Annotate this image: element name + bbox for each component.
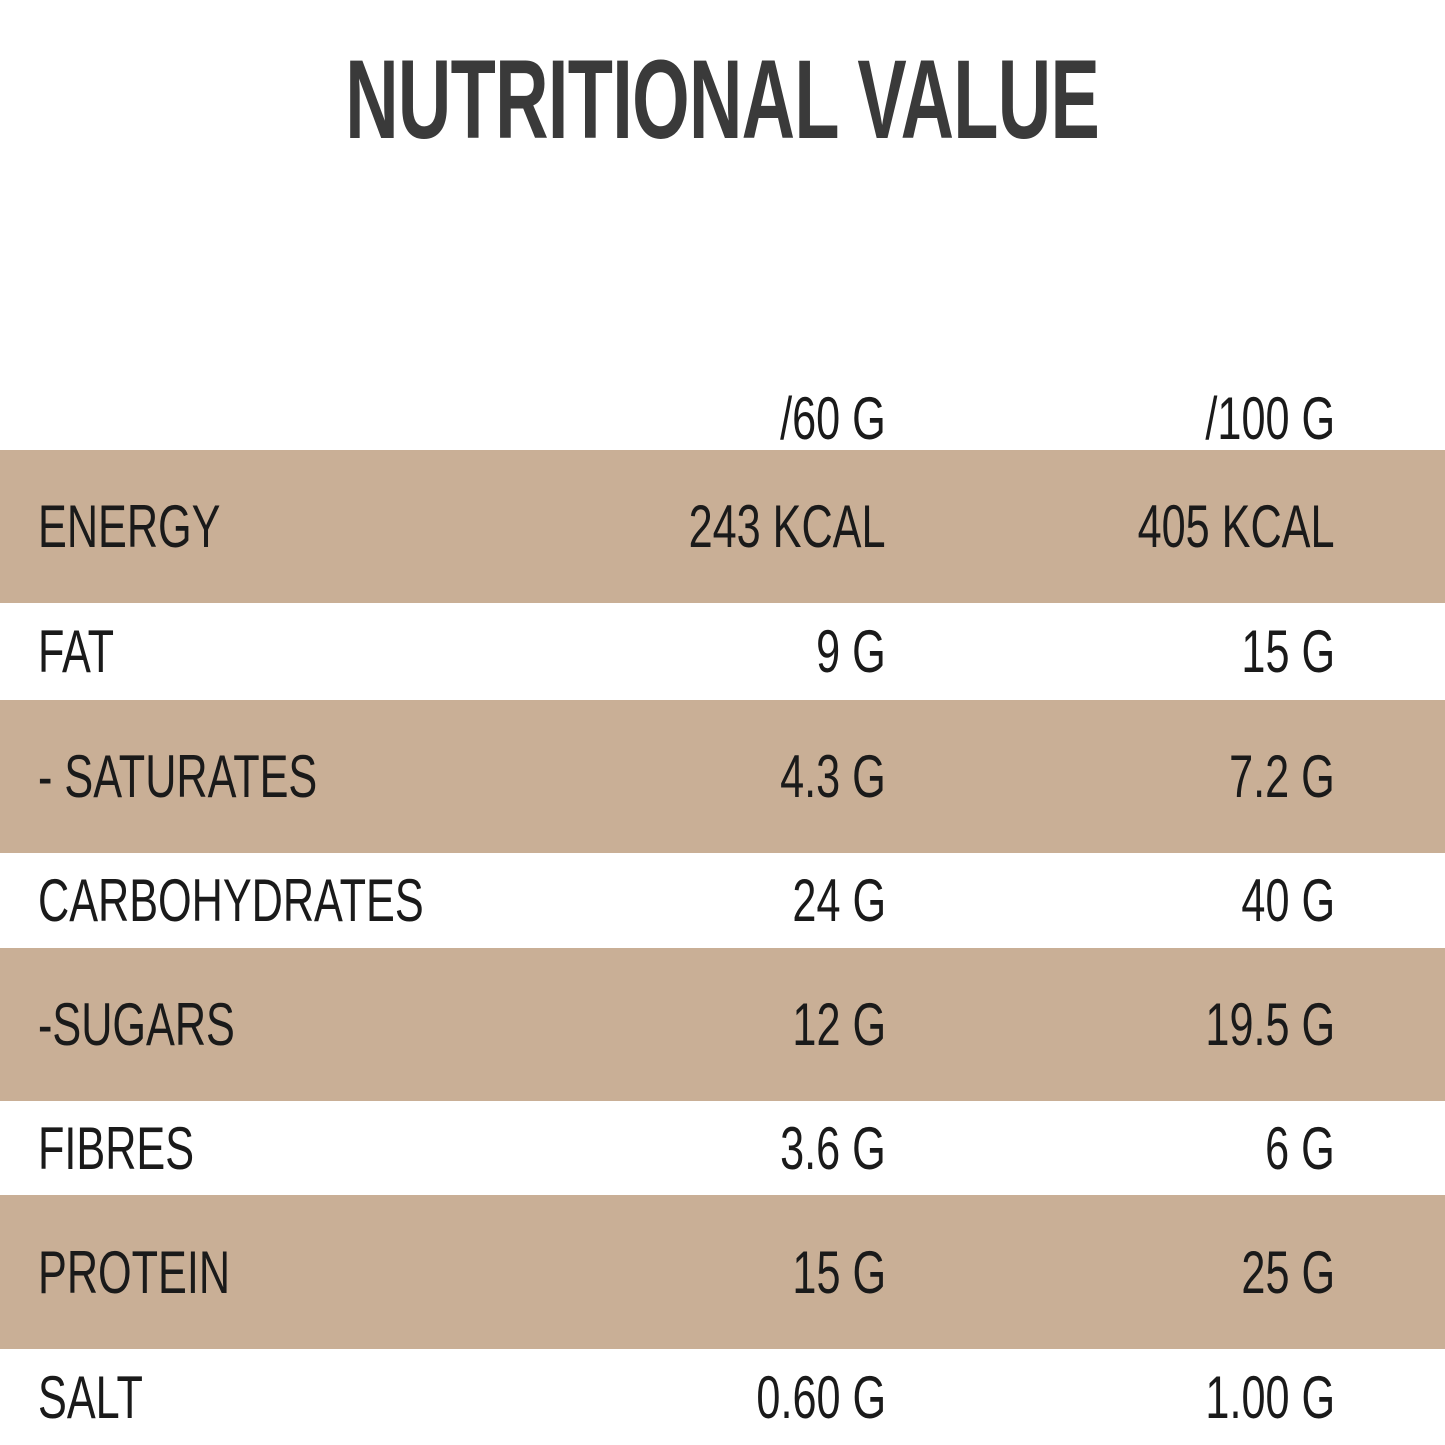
nutrient-value: 1.00 G: [1155, 1349, 1335, 1445]
nutrient-label-text: CARBOHYDRATES: [38, 867, 424, 934]
nutrient-value-text: 243 KCAL: [689, 493, 886, 560]
nutrient-value-text: 9 G: [816, 618, 886, 685]
nutrient-label: PROTEIN: [38, 1195, 305, 1349]
nutrient-value-text: 15 G: [1241, 618, 1335, 685]
nutrient-value-text: 12 G: [792, 991, 886, 1058]
nutrient-value-text: 40 G: [1241, 867, 1335, 934]
nutrient-value-text: 4.3 G: [780, 743, 886, 810]
nutrient-label: CARBOHYDRATES: [38, 853, 574, 948]
nutrient-value: 19.5 G: [1155, 948, 1335, 1101]
nutrient-value: 9 G: [789, 603, 886, 700]
nutrient-value-text: 24 G: [792, 867, 886, 934]
table-row: SALT 0.60 G 1.00 G: [0, 1349, 1445, 1445]
nutrient-value-text: 405 KCAL: [1138, 493, 1335, 560]
nutrient-label: SALT: [38, 1349, 184, 1445]
nutrient-value-text: 3.6 G: [780, 1114, 886, 1182]
nutrient-value-text: 25 G: [1241, 1238, 1335, 1306]
nutrient-label-text: FIBRES: [38, 1114, 195, 1182]
nutrient-value: 3.6 G: [739, 1101, 886, 1195]
nutrient-value: 6 G: [1238, 1101, 1335, 1195]
header-row: /60 G/100 G: [0, 380, 1445, 456]
nutrient-value: 0.60 G: [706, 1349, 886, 1445]
nutrient-value: 15 G: [756, 1195, 886, 1349]
nutrient-value: 24 G: [756, 853, 886, 948]
nutrient-label-text: -SUGARS: [38, 991, 235, 1058]
nutrient-label-text: - SATURATES: [38, 743, 318, 810]
title-text: NUTRITIONAL VALUE: [345, 37, 1101, 162]
nutrient-value-text: 7.2 G: [1229, 743, 1335, 810]
nutrient-label: -SUGARS: [38, 948, 311, 1101]
nutrient-label-text: SALT: [38, 1363, 143, 1431]
nutrient-label: FAT: [38, 603, 144, 700]
table-row: FAT 9 G 15 G: [0, 603, 1445, 700]
table-row: - SATURATES 4.3 G 7.2 G: [0, 700, 1445, 853]
nutrient-value-text: 19.5 G: [1205, 991, 1335, 1058]
nutrient-label: FIBRES: [38, 1101, 255, 1195]
nutrient-value: 243 KCAL: [612, 450, 886, 603]
nutrient-value: 4.3 G: [739, 700, 886, 853]
nutrient-label: ENERGY: [38, 450, 291, 603]
nutrient-value: 405 KCAL: [1061, 450, 1335, 603]
nutrient-label-text: ENERGY: [38, 493, 221, 560]
nutrient-value-text: 6 G: [1265, 1114, 1335, 1182]
nutrient-label-text: FAT: [38, 618, 115, 685]
table-row: ENERGY 243 KCAL 405 KCAL: [0, 450, 1445, 603]
column-header-text: /100 G: [1205, 384, 1335, 452]
nutrient-label-text: PROTEIN: [38, 1238, 231, 1306]
nutrient-value-text: 15 G: [792, 1238, 886, 1306]
nutrient-value: 25 G: [1205, 1195, 1335, 1349]
column-header: /60 G: [739, 380, 886, 456]
nutrient-value-text: 0.60 G: [756, 1363, 886, 1431]
nutrient-value: 7.2 G: [1188, 700, 1335, 853]
column-header: /100 G: [1155, 380, 1335, 456]
title: NUTRITIONAL VALUE: [0, 40, 1445, 160]
nutrient-value-text: 1.00 G: [1205, 1363, 1335, 1431]
table-row: -SUGARS 12 G 19.5 G: [0, 948, 1445, 1101]
table-row: CARBOHYDRATES 24 G 40 G: [0, 853, 1445, 948]
table-row: PROTEIN 15 G 25 G: [0, 1195, 1445, 1349]
table-row: FIBRES 3.6 G 6 G: [0, 1101, 1445, 1195]
nutrient-value: 40 G: [1205, 853, 1335, 948]
nutrient-value: 15 G: [1205, 603, 1335, 700]
nutrient-value: 12 G: [756, 948, 886, 1101]
column-header-text: /60 G: [780, 384, 886, 452]
nutrient-label: - SATURATES: [38, 700, 426, 853]
